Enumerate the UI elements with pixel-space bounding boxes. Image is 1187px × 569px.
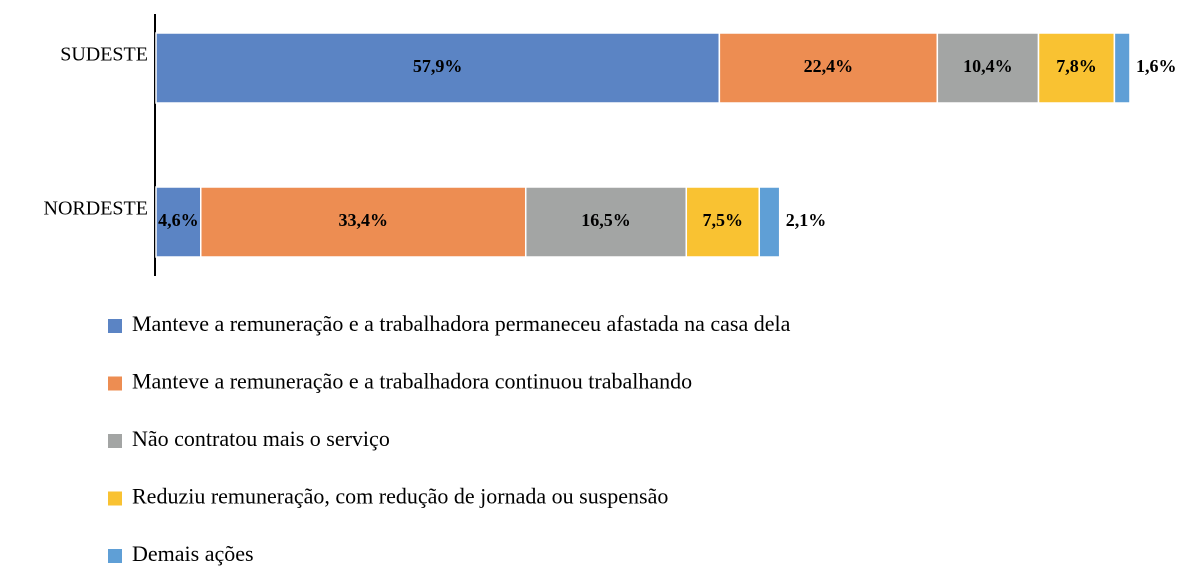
data-label: 4,6% bbox=[158, 210, 199, 230]
y-tick-label: NORDESTE bbox=[44, 198, 148, 220]
bar-segment bbox=[936, 32, 1040, 104]
bar-segment bbox=[200, 186, 527, 258]
bar-segment bbox=[758, 186, 781, 258]
data-label: 7,5% bbox=[703, 210, 744, 230]
legend-swatch bbox=[108, 376, 122, 391]
data-label: 1,6% bbox=[1136, 56, 1177, 76]
legend-swatch bbox=[108, 434, 122, 448]
legend-swatch bbox=[108, 319, 122, 333]
legend-label: Manteve a remuneração e a trabalhadora p… bbox=[132, 311, 791, 336]
data-label: 33,4% bbox=[338, 210, 388, 230]
legend-label: Demais ações bbox=[132, 541, 254, 566]
legend-swatch bbox=[108, 491, 122, 506]
data-label: 22,4% bbox=[804, 56, 854, 76]
bar-segment bbox=[1113, 32, 1131, 104]
legend-label: Manteve a remuneração e a trabalhadora c… bbox=[132, 369, 692, 394]
data-label: 7,8% bbox=[1056, 56, 1097, 76]
legend-label: Reduziu remuneração, com redução de jorn… bbox=[132, 484, 668, 509]
bar-segment bbox=[718, 32, 939, 104]
data-label: 57,9% bbox=[413, 56, 463, 76]
data-label: 2,1% bbox=[786, 210, 827, 230]
legend-label: Não contratou mais o serviço bbox=[132, 426, 390, 451]
bar-segment bbox=[155, 32, 721, 104]
data-label: 16,5% bbox=[581, 210, 631, 230]
data-label: 10,4% bbox=[963, 56, 1013, 76]
legend-swatch bbox=[108, 549, 122, 563]
y-tick-label: SUDESTE bbox=[60, 44, 148, 66]
